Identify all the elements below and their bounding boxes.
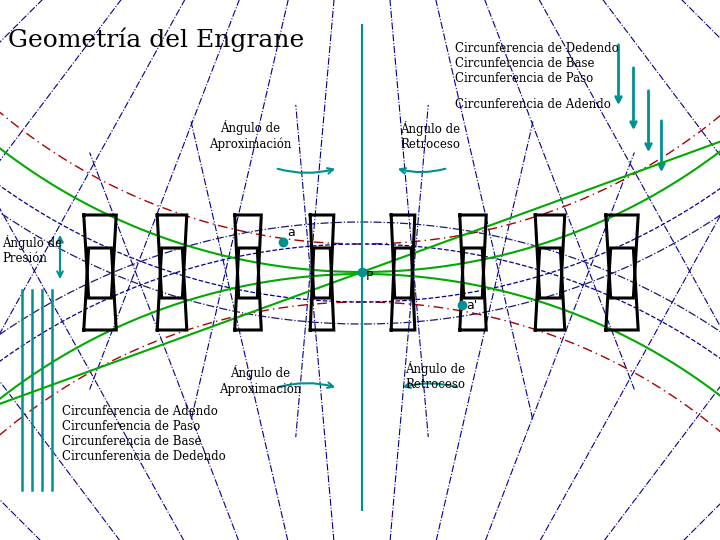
Text: Circunferencia de Adendo: Circunferencia de Adendo [62,405,218,418]
Text: Ángulo de
Retroceso: Ángulo de Retroceso [400,121,460,151]
Text: P: P [366,270,374,283]
Text: Circunferencia de Paso: Circunferencia de Paso [62,420,200,433]
Text: Circunferencia de Dedendo: Circunferencia de Dedendo [62,450,226,463]
Text: Ángulo de
Aproximación: Ángulo de Aproximación [209,120,291,151]
Text: Ángulo de
Presión: Ángulo de Presión [2,235,62,265]
Text: Ángulo de
Aproximación: Ángulo de Aproximación [219,366,301,396]
Text: a: a [287,226,294,239]
Text: Ángulo de
Retroceso: Ángulo de Retroceso [405,361,465,391]
Text: Circunferencia de Dedendo: Circunferencia de Dedendo [455,42,618,55]
Text: Circunferencia de Paso: Circunferencia de Paso [455,72,593,85]
Text: Geometría del Engrane: Geometría del Engrane [8,28,305,52]
Text: Circunferencia de Adendo: Circunferencia de Adendo [455,98,611,111]
Text: Circunferencia de Base: Circunferencia de Base [62,435,202,448]
Text: a': a' [466,299,477,312]
Text: Circunferencia de Base: Circunferencia de Base [455,57,595,70]
